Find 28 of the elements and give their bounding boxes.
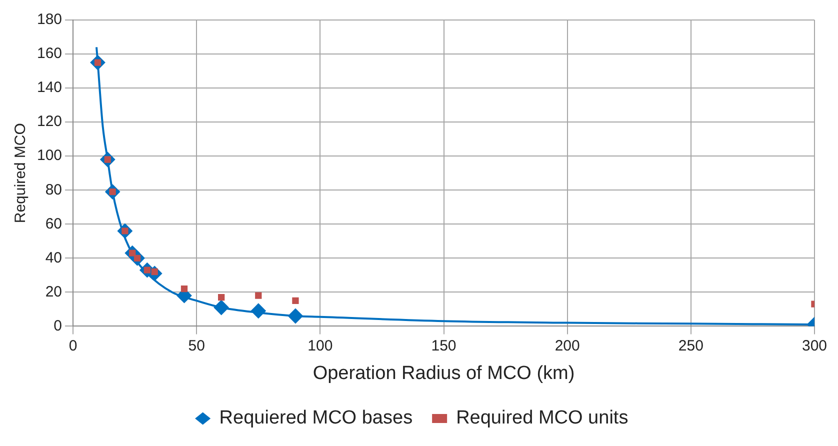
point <box>218 294 225 301</box>
legend-label: Requiered MCO bases <box>219 408 413 429</box>
point <box>292 297 299 304</box>
x-tick-label: 250 <box>678 337 704 354</box>
y-tick-label: 100 <box>36 147 62 164</box>
x-axis-title: Operation Radius of MCO (km) <box>312 362 575 384</box>
y-tick-label: 80 <box>45 181 62 198</box>
x-tick-label: 100 <box>308 337 333 354</box>
x-tick-label: 200 <box>554 337 580 354</box>
x-tick-label: 150 <box>431 337 456 354</box>
x-tick-label: 0 <box>68 337 78 354</box>
x-tick-label: 300 <box>802 337 827 354</box>
point <box>214 300 229 315</box>
legend-label: Required MCO units <box>456 408 628 429</box>
point <box>288 308 303 324</box>
y-tick-label: 60 <box>45 215 62 232</box>
point <box>180 285 188 292</box>
y-tick-label: 180 <box>36 11 62 28</box>
y-tick-label: 20 <box>45 283 62 300</box>
y-axis-title: Required MCO <box>12 123 30 224</box>
y-tick-label: 120 <box>36 113 62 130</box>
point <box>255 292 262 299</box>
y-tick-label: 0 <box>54 317 62 334</box>
x-tick-label: 50 <box>188 337 205 354</box>
point <box>250 303 266 318</box>
y-tick-label: 160 <box>36 45 62 62</box>
y-tick-label: 140 <box>36 79 62 96</box>
y-tick-label: 40 <box>45 249 62 266</box>
